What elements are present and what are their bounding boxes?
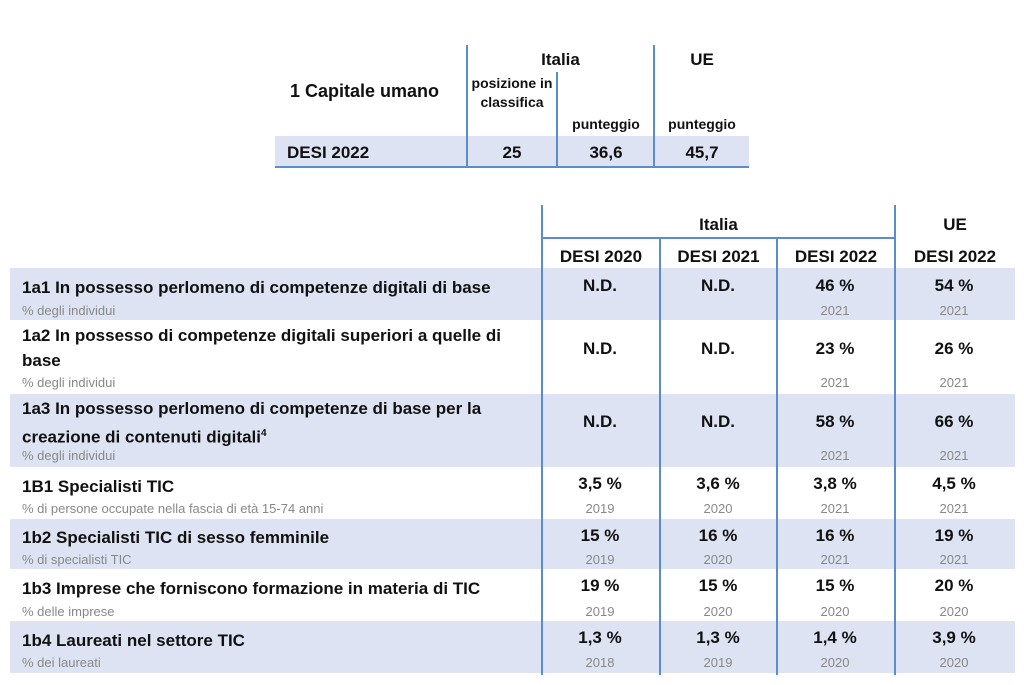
- cell-1a3-2021: N.D.: [701, 412, 735, 431]
- year-1b2-ue: 2021: [939, 552, 969, 567]
- year-1b2-2022: 2021: [820, 552, 850, 567]
- summary-punteggio-value: 36,6: [589, 143, 623, 162]
- cell-1a2-ue: 26 %: [934, 339, 974, 358]
- col-header-desi-2021: DESI 2021: [677, 247, 760, 266]
- year-1a3-2022: 2021: [820, 448, 850, 463]
- detail-divider-1: [541, 205, 543, 675]
- row-label-1b4: 1b4 Laureati nel settore TIC: [22, 631, 245, 650]
- year-1b4-2022: 2020: [820, 655, 850, 670]
- row-unit-1b2: % di specialisti TIC: [22, 552, 132, 567]
- row-label-1b2: 1b2 Specialisti TIC di sesso femminile: [22, 528, 330, 547]
- summary-col-punteggio: punteggio: [572, 116, 640, 132]
- row-label-1b3: 1b3 Imprese che forniscono formazione in…: [22, 579, 481, 598]
- cell-1b1-2021: 3,6 %: [696, 474, 740, 493]
- row-unit-1b3: % delle imprese: [22, 604, 115, 619]
- row-label-1a2: 1a2 In possesso di competenze digitali s…: [22, 326, 501, 370]
- cell-1b1-ue: 4,5 %: [932, 474, 976, 493]
- cell-1b4-2022: 1,4 %: [813, 628, 857, 647]
- year-1b1-2021: 2020: [703, 501, 733, 516]
- year-1a2-ue: 2021: [939, 375, 969, 390]
- year-1a2-2022: 2021: [820, 375, 850, 390]
- cell-1a3-2020: N.D.: [583, 412, 617, 431]
- year-1b1-2022: 2021: [820, 501, 850, 516]
- year-1b2-2020: 2019: [585, 552, 615, 567]
- cell-1b4-2021: 1,3 %: [696, 628, 740, 647]
- cell-1b3-2022: 15 %: [815, 576, 855, 595]
- year-1b3-ue: 2020: [939, 604, 969, 619]
- detail-divider-4: [894, 205, 896, 675]
- summary-italia-header: Italia: [541, 50, 580, 69]
- cell-1a3-2022: 58 %: [815, 412, 855, 431]
- cell-1b2-2021: 16 %: [698, 526, 738, 545]
- detail-divider-2: [659, 238, 661, 675]
- cell-1a1-2021: N.D.: [701, 276, 735, 295]
- cell-1b2-2020: 15 %: [580, 526, 620, 545]
- cell-1a1-ue: 54 %: [934, 276, 974, 295]
- detail-divider-3: [776, 238, 778, 675]
- cell-1b2-ue: 19 %: [934, 526, 974, 545]
- detail-italia-underline: [541, 237, 894, 239]
- cell-1a2-2020: N.D.: [583, 339, 617, 358]
- cell-1b4-ue: 3,9 %: [932, 628, 976, 647]
- year-1b2-2021: 2020: [703, 552, 733, 567]
- row-shade-1b4: [10, 621, 1015, 673]
- cell-1b2-2022: 16 %: [815, 526, 855, 545]
- summary-ue-value: 45,7: [685, 143, 719, 162]
- cell-1a2-2021: N.D.: [701, 339, 735, 358]
- col-header-ue-desi-2022: DESI 2022: [913, 247, 997, 266]
- row-shade-1a3: [10, 394, 1015, 467]
- summary-col-posizione: posizione in classifica: [471, 75, 553, 110]
- row-unit-1a2: % degli individui: [22, 375, 116, 390]
- row-label-1a1: 1a1 In possesso perlomeno di competenze …: [22, 278, 491, 297]
- year-1a1-ue: 2021: [939, 303, 969, 318]
- row-label-1b1: 1B1 Specialisti TIC: [22, 477, 175, 496]
- year-1b4-2020: 2018: [585, 655, 615, 670]
- summary-divider-1: [466, 45, 468, 167]
- cell-1b1-2022: 3,8 %: [813, 474, 857, 493]
- row-shade-1a1: [10, 268, 1015, 320]
- cell-1a1-2020: N.D.: [583, 276, 617, 295]
- year-1b3-2021: 2020: [703, 604, 733, 619]
- summary-divider-2: [556, 72, 558, 167]
- summary-col-ue-punteggio: punteggio: [668, 116, 736, 132]
- cell-1b4-2020: 1,3 %: [578, 628, 622, 647]
- summary-row-label: DESI 2022: [287, 143, 370, 162]
- summary-divider-3: [653, 45, 655, 167]
- year-1b3-2022: 2020: [820, 604, 850, 619]
- row-unit-1a3: % degli individui: [22, 448, 116, 463]
- year-1a3-ue: 2021: [939, 448, 969, 463]
- year-1b1-2020: 2019: [585, 501, 615, 516]
- year-1b4-ue: 2020: [939, 655, 969, 670]
- row-shade-1b2: [10, 519, 1015, 569]
- row-unit-1a1: % degli individui: [22, 303, 116, 318]
- footnote-marker: 4: [260, 428, 267, 439]
- cell-1a2-2022: 23 %: [815, 339, 855, 358]
- summary-bottom-rule: [275, 166, 749, 168]
- summary-ue-header: UE: [690, 50, 714, 69]
- year-1a1-2022: 2021: [820, 303, 850, 318]
- row-label-1a3: 1a3 In possesso perlomeno di competenze …: [22, 396, 532, 450]
- col-header-desi-2022: DESI 2022: [794, 247, 878, 266]
- cell-1b1-2020: 3,5 %: [578, 474, 622, 493]
- row-unit-1b1: % di persone occupate nella fascia di et…: [22, 501, 324, 516]
- row-unit-1b4: % dei laureati: [22, 655, 101, 670]
- summary-row-shade: [275, 136, 749, 166]
- detail-ue-header: UE: [943, 215, 967, 234]
- cell-1a1-2022: 46 %: [815, 276, 855, 295]
- col-header-desi-2020: DESI 2020: [559, 247, 643, 266]
- detail-italia-header: Italia: [699, 215, 738, 234]
- cell-1b3-2021: 15 %: [698, 576, 738, 595]
- year-1b1-ue: 2021: [939, 501, 969, 516]
- cell-1a3-ue: 66 %: [934, 412, 974, 431]
- cell-1b3-ue: 20 %: [934, 576, 974, 595]
- cell-1b3-2020: 19 %: [580, 576, 620, 595]
- summary-posizione-value: 25: [502, 143, 522, 162]
- row-label-1a3-text: 1a3 In possesso perlomeno di competenze …: [22, 399, 482, 447]
- year-1b4-2021: 2019: [703, 655, 733, 670]
- year-1b3-2020: 2019: [585, 604, 615, 619]
- summary-title: 1 Capitale umano: [290, 81, 440, 101]
